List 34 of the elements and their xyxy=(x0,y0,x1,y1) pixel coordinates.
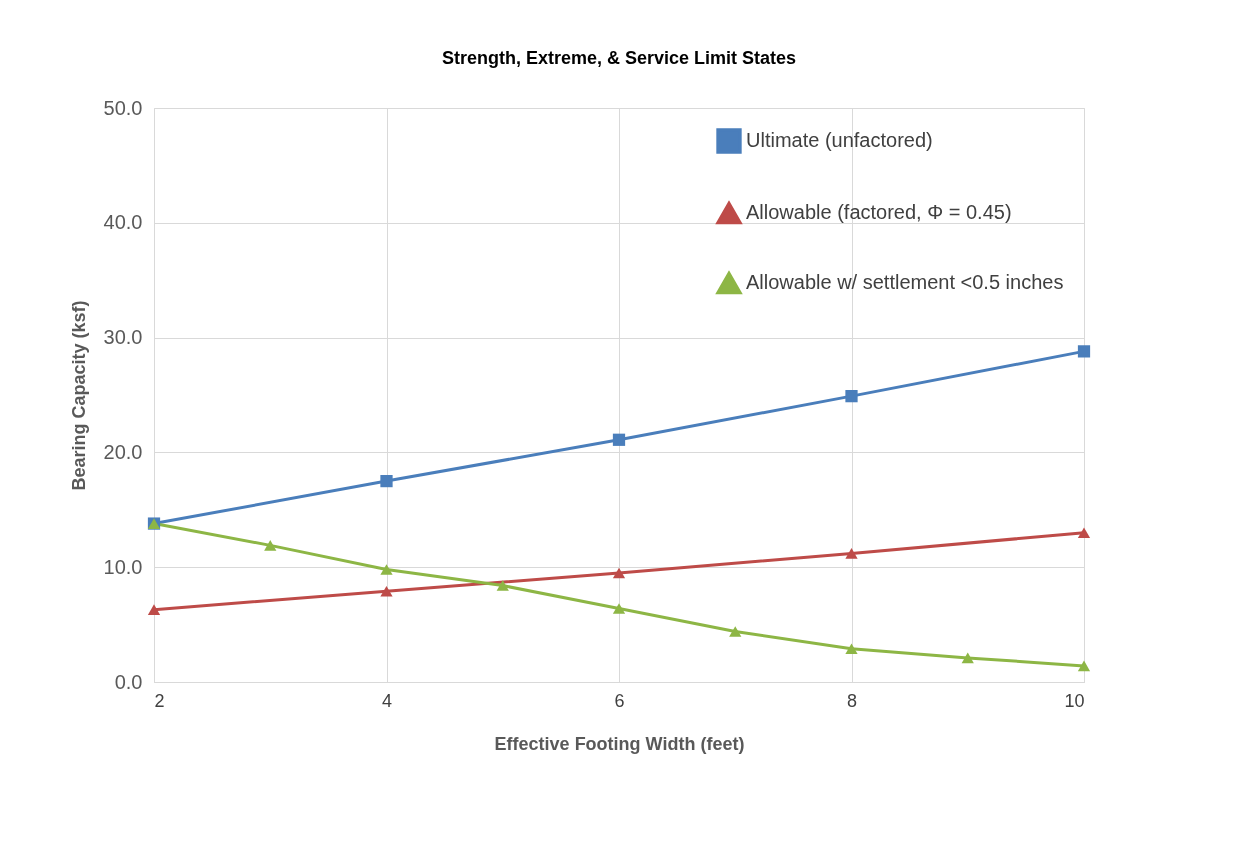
y-tick-label: 0.0 xyxy=(114,670,143,693)
y-axis-title: Bearing Capacity (ksf) xyxy=(68,300,89,491)
x-tick-label: 6 xyxy=(614,690,625,711)
point xyxy=(845,390,858,403)
point xyxy=(380,586,393,597)
legend-label: Allowable (factored, Φ = 0.45) xyxy=(746,201,1012,223)
x-tick-label: 8 xyxy=(846,690,858,711)
point xyxy=(264,540,277,551)
x-tick-label: 4 xyxy=(381,690,393,711)
x-tick-label: 10 xyxy=(1064,690,1085,711)
point xyxy=(1077,527,1091,539)
point xyxy=(845,643,858,655)
point xyxy=(612,567,626,579)
point xyxy=(845,548,858,559)
point xyxy=(612,603,626,614)
point xyxy=(380,564,393,575)
x-axis-title: Effective Footing Width (feet) xyxy=(494,733,745,754)
point xyxy=(147,604,161,615)
point xyxy=(380,474,393,488)
point xyxy=(961,652,974,664)
legend-label: Ultimate (unfactored) xyxy=(746,129,933,151)
chart-title: Strength, Extreme, & Service Limit States xyxy=(441,48,797,68)
point xyxy=(1077,345,1091,358)
x-tick-label: 2 xyxy=(154,690,165,711)
y-tick-label: 50.0 xyxy=(103,96,143,119)
point xyxy=(612,433,626,446)
y-tick-label: 20.0 xyxy=(103,440,143,463)
point xyxy=(729,626,742,637)
y-tick-label: 30.0 xyxy=(103,326,143,349)
legend-label: Allowable w/ settlement <0.5 inches xyxy=(746,271,1064,293)
point xyxy=(1077,660,1091,672)
y-tick-label: 10.0 xyxy=(103,555,143,578)
y-tick-label: 40.0 xyxy=(103,211,143,234)
point xyxy=(496,580,509,591)
